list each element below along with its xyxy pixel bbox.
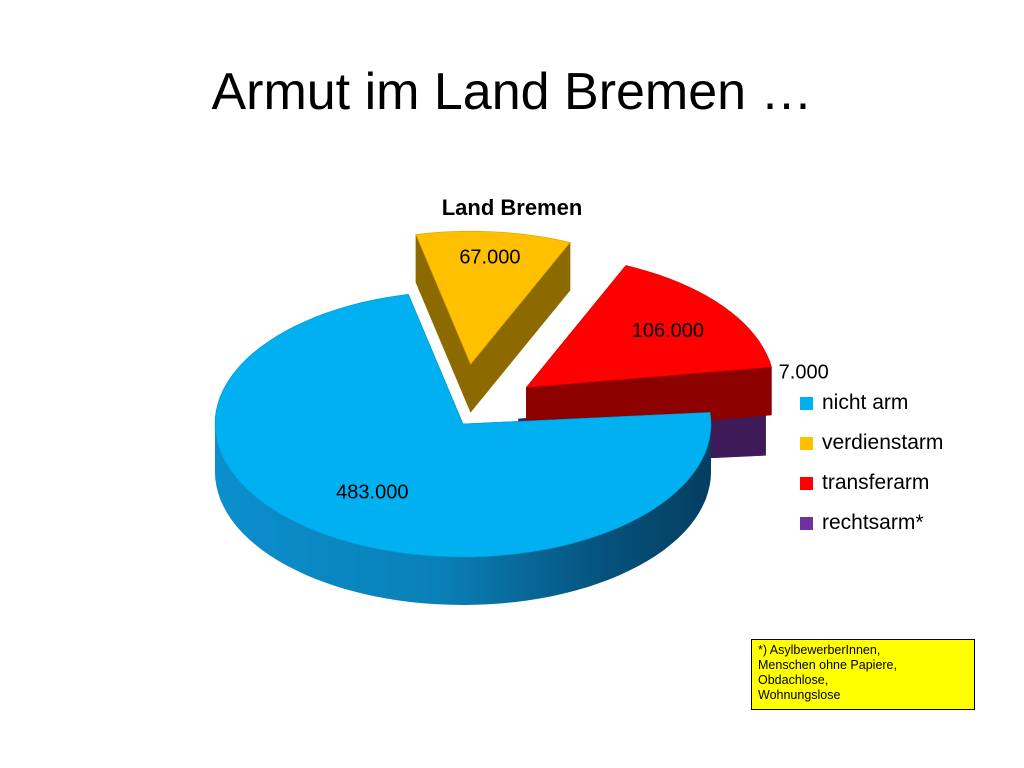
data-label: 483.000 — [336, 482, 408, 504]
chart-legend: nicht arm verdienstarm transferarm recht… — [800, 383, 943, 543]
footnote-line: Menschen ohne Papiere, — [758, 658, 897, 672]
data-label: 7.000 — [779, 362, 829, 384]
legend-swatch — [800, 396, 813, 410]
chart-title: Land Bremen — [441, 195, 583, 220]
slice-top — [214, 293, 712, 558]
legend-item-rechtsarm: rechtsarm* — [800, 503, 943, 543]
pie-slice — [415, 230, 571, 413]
footnote-line: Obdachlose, — [758, 673, 829, 687]
legend-item-verdienstarm: verdienstarm — [800, 423, 943, 463]
slice-side — [215, 424, 711, 605]
legend-swatch — [800, 516, 813, 530]
slice-top — [525, 265, 772, 388]
footnote-box: *) AsylbewerberInnen, Menschen ohne Papi… — [751, 639, 975, 710]
legend-label: rechtsarm* — [822, 511, 924, 534]
legend-label: nicht arm — [822, 391, 909, 414]
footnote-line: Wohnungslose — [758, 688, 841, 702]
legend-swatch — [800, 476, 813, 490]
footnote-line: *) AsylbewerberInnen, — [758, 643, 881, 657]
legend-item-nicht-arm: nicht arm — [800, 383, 943, 423]
data-label: 106.000 — [632, 320, 704, 342]
legend-swatch — [800, 436, 813, 450]
legend-item-transferarm: transferarm — [800, 463, 943, 503]
legend-label: transferarm — [822, 471, 930, 494]
data-label: 67.000 — [459, 247, 520, 269]
slice-top — [415, 230, 571, 365]
pie-slice — [214, 293, 712, 605]
legend-label: verdienstarm — [822, 431, 944, 454]
slide-title: Armut im Land Bremen … — [211, 63, 813, 121]
